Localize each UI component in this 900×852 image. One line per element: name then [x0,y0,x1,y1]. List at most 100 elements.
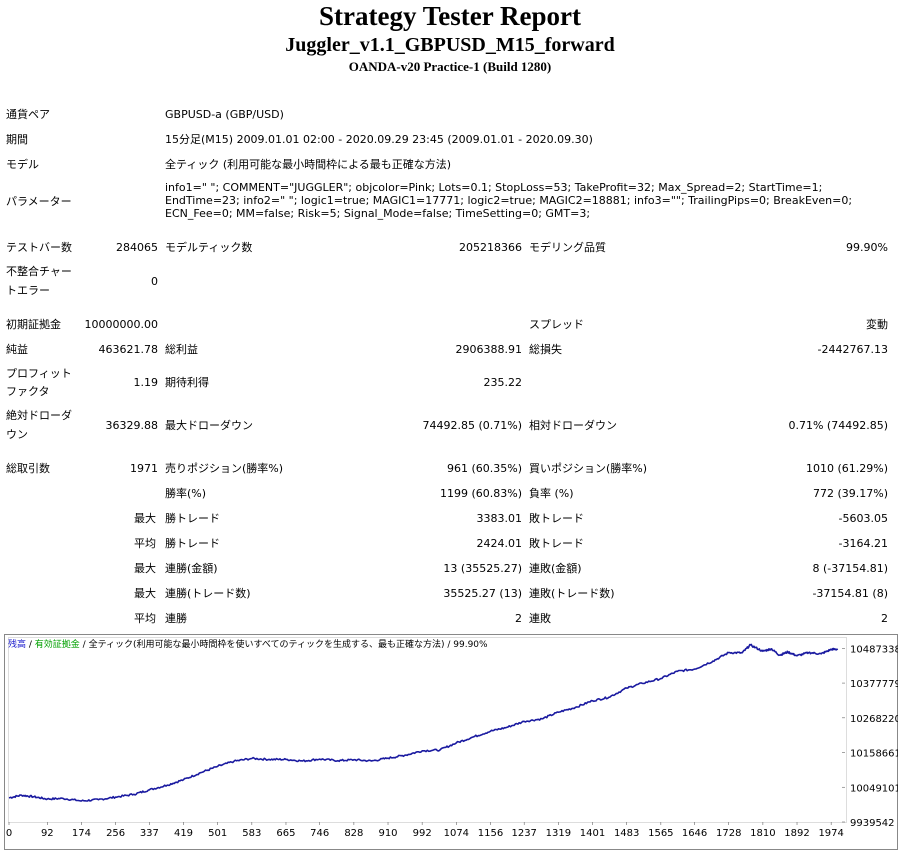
report-server: OANDA-v20 Practice-1 (Build 1280) [348,59,552,74]
bars-label: テストバー数 [6,241,72,254]
chart-plot-border [8,637,847,823]
largest-loss-label: 敗トレード [529,512,584,525]
x-tick-label: 910 [378,828,397,839]
expected-payoff-value: 235.22 [483,376,523,389]
win-rate-label: 勝率(%) [165,487,207,500]
symbol-value: GBPUSD-a (GBP/USD) [165,108,284,121]
balance-chart: 0 92 174 256 337 419 501 583 665 746 828 910 992 1074… [4,634,898,850]
x-axis: 0 92 174 256 337 419 501 583 665 746 828 910 992 1074… [6,822,844,839]
avg-loss-value: -3164.21 [838,537,888,550]
y-tick-label: 10268220 [850,714,898,725]
quality-value: 99.90% [846,241,888,254]
legend-sep-2: / [79,640,89,650]
y-tick-label: 10049101 [850,783,898,794]
profit-factor-label-2: ファクタ [6,385,50,398]
x-tick-label: 501 [208,828,227,839]
rel-drawdown-label: 相対ドローダウン [529,419,617,432]
y-tick-label: 10377779 [850,679,898,690]
gross-loss-label: 総損失 [529,343,562,356]
mismatch-label-1: 不整合チャー [6,265,72,278]
x-tick-label: 1646 [682,828,707,839]
x-tick-label: 1156 [478,828,503,839]
max-consec-losses-label: 連敗(金額) [529,562,582,575]
x-tick-label: 174 [72,828,91,839]
avg-win-value: 2424.01 [476,537,523,550]
largest-loss-value: -5603.05 [838,512,888,525]
legend-description: 全ティック(利用可能な最小時間枠を使いすべてのティックを生成する、最も正確な方法… [88,640,488,650]
x-tick-label: 337 [140,828,159,839]
win-rate-value: 1199 (60.83%) [439,487,522,500]
avg-consec-wins-value: 2 [515,612,522,625]
report-subtitle: Juggler_v1.1_GBPUSD_M15_forward [285,34,615,56]
spread-label: スプレッド [529,318,584,331]
max-consec-profit-value: 35525.27 (13) [443,587,522,600]
long-positions-label: 買いポジション(勝率%) [529,462,648,475]
ticks-label: モデルティック数 [165,241,253,254]
x-tick-label: 1401 [580,828,605,839]
x-tick-label: 1319 [546,828,571,839]
max-consec-wins-value: 13 (35525.27) [443,562,522,575]
x-tick-label: 746 [310,828,329,839]
avg-prefix-2: 平均 [134,612,156,625]
x-tick-label: 828 [344,828,363,839]
chart-legend: 残高 / 有効証拠金 / 全ティック(利用可能な最小時間枠を使いすべてのティック… [8,640,488,651]
x-tick-label: 665 [276,828,295,839]
max-drawdown-label: 最大ドローダウン [165,419,253,432]
x-tick-label: 0 [6,828,12,839]
max-prefix-3: 最大 [134,587,156,600]
max-consec-loss-amount-label: 連敗(トレード数) [529,587,615,600]
x-tick-label: 583 [242,828,261,839]
x-tick-label: 1483 [614,828,639,839]
balance-line [8,643,839,802]
max-consec-losses-value: 8 (-37154.81) [812,562,888,575]
profit-factor-label-1: プロフィット [6,367,72,380]
loss-rate-value: 772 (39.17%) [812,487,888,500]
y-tick-label: 9939542 [850,818,895,829]
abs-drawdown-label-2: ウン [6,428,28,441]
net-profit-value: 463621.78 [98,343,159,356]
largest-win-value: 3383.01 [476,512,523,525]
quality-label: モデリング品質 [529,241,606,254]
x-tick-label: 1074 [444,828,469,839]
period-label: 期間 [6,133,28,146]
abs-drawdown-label-1: 絶対ドローダ [6,409,72,422]
gross-loss-value: -2442767.13 [817,343,888,356]
x-tick-label: 1565 [648,828,673,839]
gross-profit-value: 2906388.91 [455,343,522,356]
max-consec-wins-label: 連勝(金額) [165,562,218,575]
avg-win-label: 勝トレード [165,537,220,550]
max-drawdown-value: 74492.85 (0.71%) [422,419,522,432]
avg-consec-wins-label: 連勝 [165,612,187,625]
profit-factor-value: 1.19 [133,376,159,389]
deposit-label: 初期証拠金 [6,318,61,331]
model-label: モデル [6,158,39,171]
total-trades-value: 1971 [130,462,158,475]
largest-win-label: 勝トレード [165,512,220,525]
params-label: パラメーター [6,195,72,208]
legend-balance: 残高 [8,640,27,650]
deposit-value: 10000000.00 [84,318,158,331]
avg-prefix-1: 平均 [134,537,156,550]
x-tick-label: 1974 [818,828,843,839]
legend-equity: 有効証拠金 [34,640,80,650]
x-tick-label: 92 [41,828,54,839]
legend-sep-1: / [26,640,35,650]
x-tick-label: 419 [174,828,193,839]
gross-profit-label: 総利益 [165,343,198,356]
report-title: Strategy Tester Report [319,1,581,31]
params-value: info1=" "; COMMENT="JUGGLER"; objcolor=P… [165,181,853,220]
symbol-label: 通貨ペア [6,108,50,121]
mismatch-label-2: トエラー [6,284,50,297]
bars-value: 284065 [116,241,158,254]
expected-payoff-label: 期待利得 [165,376,209,389]
abs-drawdown-value: 36329.88 [105,419,159,432]
max-prefix-2: 最大 [134,562,156,575]
period-value: 15分足(M15) 2009.01.01 02:00 - 2020.09.29 … [165,133,593,146]
short-positions-label: 売りポジション(勝率%) [165,462,284,475]
avg-consec-losses-value: 2 [881,612,888,625]
y-tick-label: 10158661 [850,749,898,760]
rel-drawdown-value: 0.71% (74492.85) [788,419,888,432]
x-tick-label: 992 [413,828,432,839]
max-consec-profit-label: 連勝(トレード数) [165,587,251,600]
x-tick-label: 1237 [511,828,536,839]
